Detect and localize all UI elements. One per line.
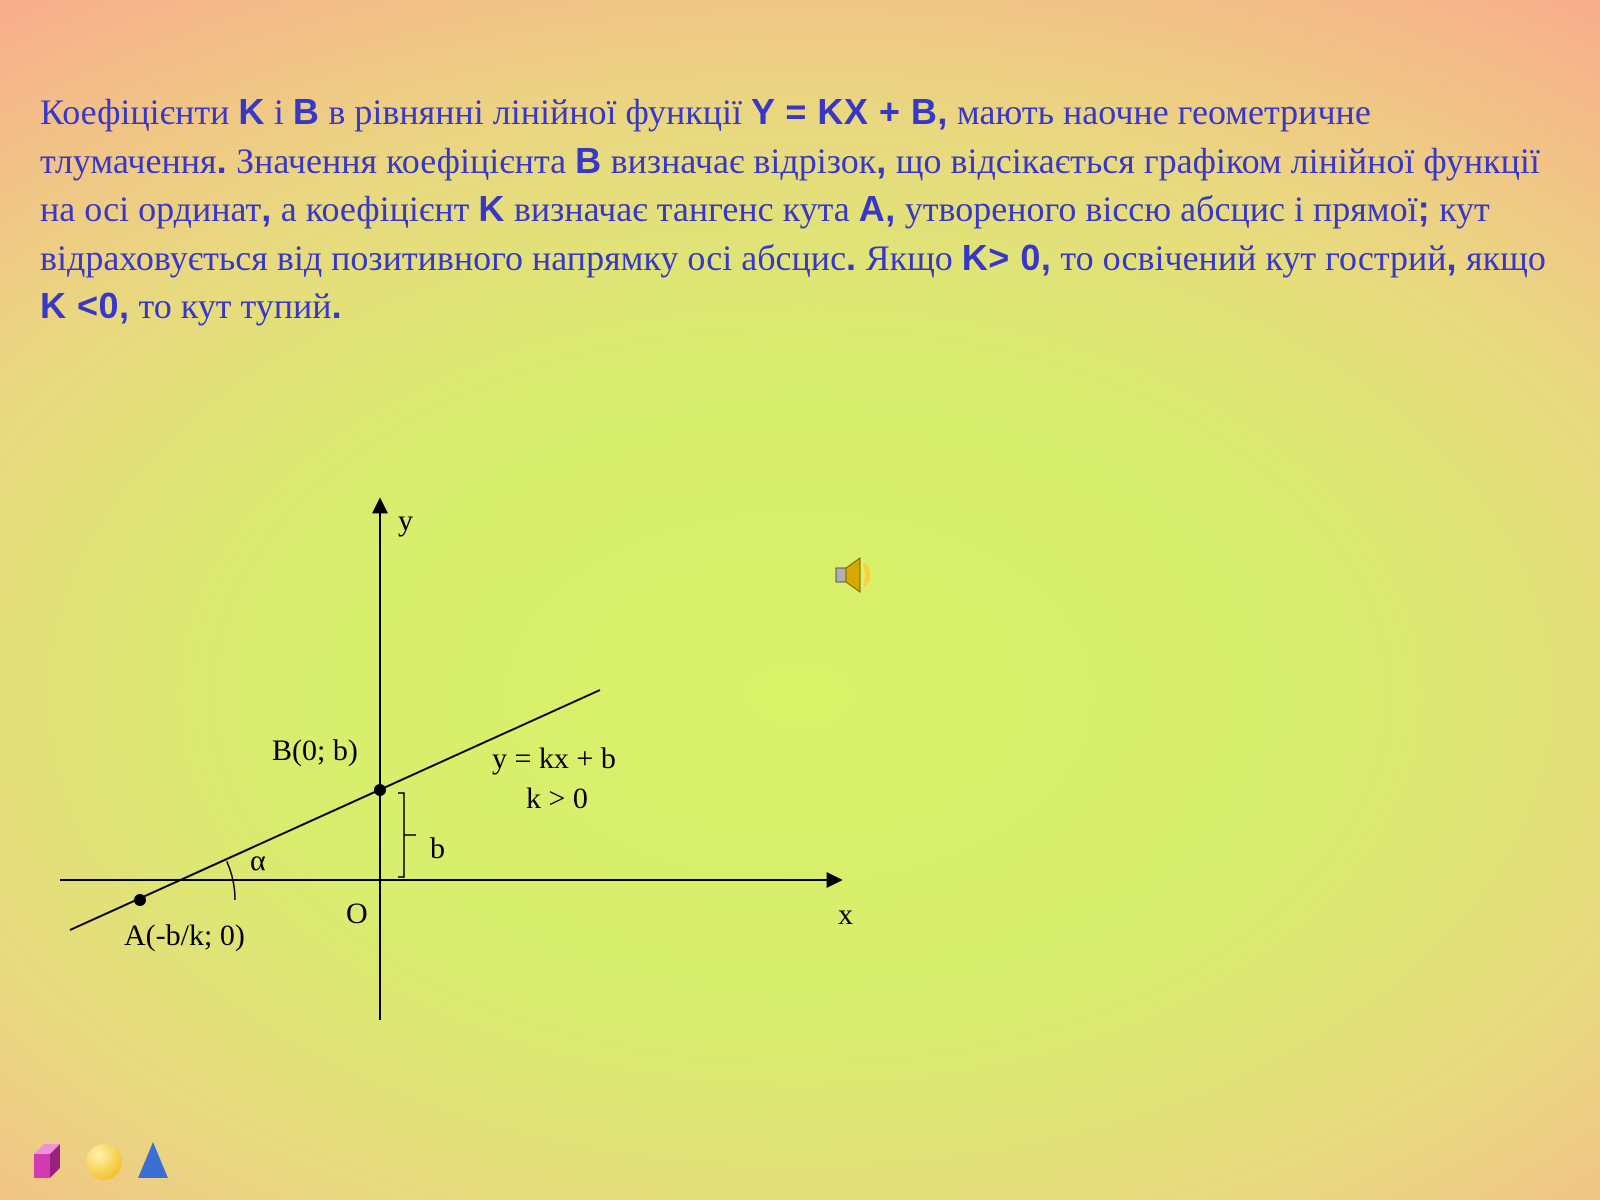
text-run: Коефіцієнти [40,92,238,132]
graph-diagram: y x O A(-b/k; 0) B(0; b) α b y = kx + b k > 0 [80,460,880,1060]
bold-dot3: . [332,285,343,326]
bold-comma2: , [261,188,272,229]
text-run: а коефіцієнт [272,189,479,229]
text-run: якщо [1457,238,1546,278]
bold-dot: . [217,140,228,181]
sphere-icon [82,1138,126,1182]
triangle-icon [134,1138,172,1182]
text-run: і [265,92,293,132]
graph-svg: y x O A(-b/k; 0) B(0; b) α b y = kx + b k > 0 [80,460,880,1060]
graph-label-y: y [398,504,413,537]
bold-klt0: K <0, [40,285,130,326]
cube-icon [30,1138,74,1182]
bold-b: B [293,91,320,132]
graph-label-alpha: α [250,844,266,877]
text-run: утвореного віссю абсцис і прямої [896,189,1418,229]
bold-comma3: , [1447,237,1458,278]
bold-k: K [238,91,265,132]
graph-label-A: A(-b/k; 0) [124,919,245,952]
graph-label-b: b [430,832,445,865]
bold-eq: Y = KX + B, [751,91,948,132]
text-run: в рівнянні лінійної функції [319,92,751,132]
bold-b2: B [575,140,602,181]
speaker-icon[interactable] [830,550,880,600]
graph-label-eq: y = kx + b [492,742,616,775]
text-run: Значення коефіцієнта [227,141,575,181]
bold-kgt0: K> 0, [962,237,1052,278]
graph-label-O: O [346,897,368,930]
footer-shapes [30,1138,172,1182]
slide: Коефіцієнти K і B в рівнянні лінійної фу… [0,0,1600,1200]
graph-label-cond: k > 0 [526,782,588,815]
bold-semi: ; [1418,188,1431,229]
text-run: Якщо [857,238,962,278]
bold-a: A, [859,188,896,229]
graph-label-B: B(0; b) [272,734,358,767]
text-run: то освічений кут гострий [1051,238,1446,278]
bold-comma: , [876,140,887,181]
text-run: то кут тупий [130,286,332,326]
text-run: визначає тангенс кута [505,189,859,229]
bold-k2: K [478,188,505,229]
graph-label-x: x [838,898,853,931]
text-run: визначає відрізок [602,141,877,181]
description-paragraph: Коефіцієнти K і B в рівнянні лінійної фу… [40,88,1560,331]
bold-dot2: . [846,237,857,278]
